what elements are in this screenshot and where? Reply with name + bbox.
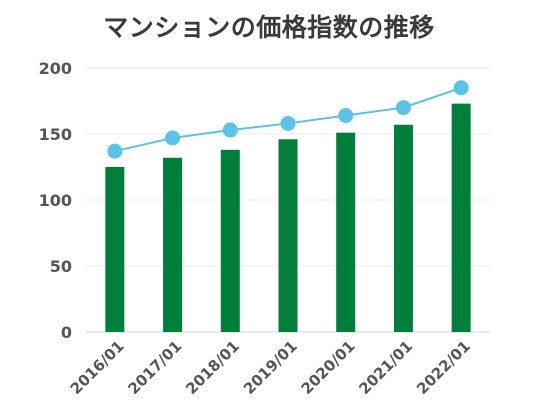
bar <box>336 132 356 332</box>
line-point <box>395 100 411 116</box>
x-tick-label: 2022/01 <box>413 337 474 398</box>
bar <box>163 157 183 332</box>
y-tick-label: 150 <box>39 125 72 144</box>
x-tick-label: 2016/01 <box>67 337 128 398</box>
y-tick-label: 0 <box>61 323 72 342</box>
x-tick-label: 2020/01 <box>298 337 359 398</box>
line-point <box>453 80 469 96</box>
chart-title: マンションの価格指数の推移 <box>103 13 435 42</box>
x-tick-label: 2017/01 <box>125 337 186 398</box>
line-series <box>107 80 469 159</box>
line-point <box>222 122 238 138</box>
y-tick-label: 50 <box>50 257 72 276</box>
y-axis-ticks: 0 50 100 150 200 <box>39 59 72 342</box>
bar <box>220 149 240 332</box>
bar-series <box>105 103 471 332</box>
y-tick-label: 200 <box>39 59 72 78</box>
y-tick-label: 100 <box>39 191 72 210</box>
bar <box>451 103 471 332</box>
line-point <box>107 143 123 159</box>
bar <box>278 139 298 332</box>
bar <box>105 167 125 332</box>
x-axis-ticks: 2016/012017/012018/012019/012020/012021/… <box>67 337 474 398</box>
x-tick-label: 2018/01 <box>182 337 243 398</box>
x-tick-label: 2019/01 <box>240 337 301 398</box>
line-point <box>338 108 354 124</box>
line-point <box>280 115 296 131</box>
bar <box>393 124 413 332</box>
line-point <box>165 130 181 146</box>
x-tick-label: 2021/01 <box>355 337 416 398</box>
